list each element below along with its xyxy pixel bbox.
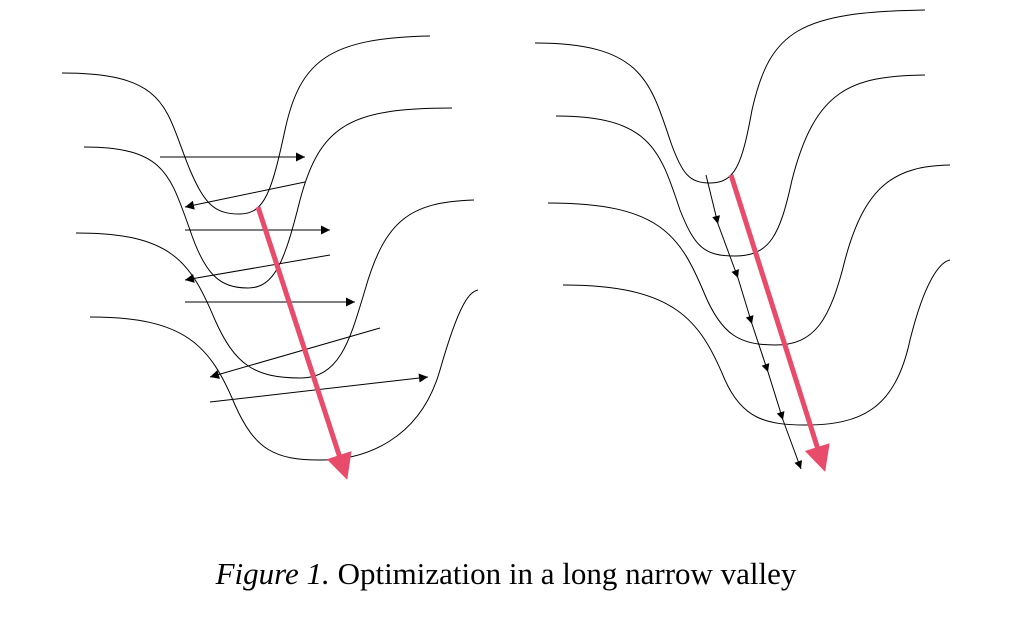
step-arrow (184, 254, 331, 283)
contour-line (555, 74, 926, 257)
gradient-direction-arrow (728, 174, 830, 472)
right-panel (534, 9, 951, 472)
contour-line (562, 259, 951, 426)
caption-text: Optimization in a long narrow valley (337, 556, 797, 591)
step-arrow (209, 327, 381, 379)
contour-line (89, 289, 479, 461)
left-panel (61, 35, 479, 480)
contour-line (75, 199, 475, 379)
contour-line (83, 107, 453, 289)
step-arrow (751, 323, 770, 373)
contour-line (547, 164, 951, 346)
gradient-direction-arrow (255, 206, 352, 480)
figure-caption: Figure 1. Optimization in a long narrow … (0, 556, 1012, 592)
contour-line (534, 9, 926, 184)
step-arrow (767, 371, 785, 421)
step-arrow (705, 174, 720, 225)
step-arrow (717, 223, 739, 279)
caption-label: Figure 1. (215, 556, 330, 591)
contour-line (61, 35, 431, 215)
step-arrow (737, 277, 754, 325)
step-arrow (782, 419, 802, 470)
step-arrow (184, 181, 306, 210)
